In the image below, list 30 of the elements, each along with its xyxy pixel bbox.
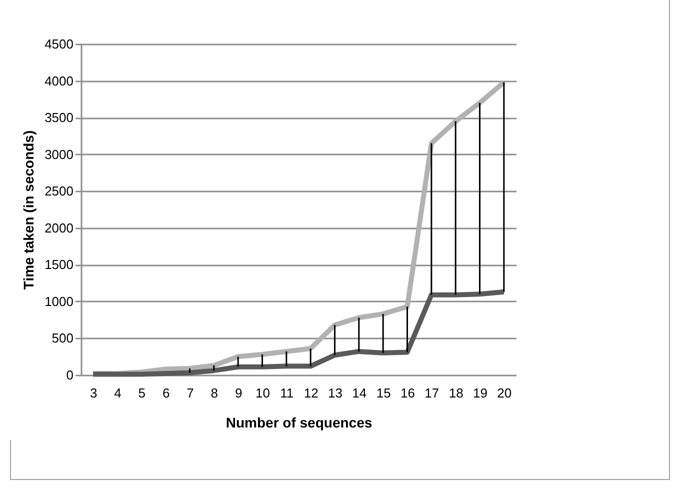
x-tick-label: 14 (352, 386, 367, 400)
x-tick-label: 11 (280, 386, 294, 400)
x-tick-label: 13 (328, 386, 342, 400)
x-tick-label: 17 (424, 386, 440, 400)
y-tick-label: 3500 (44, 110, 74, 126)
x-tick-label: 4 (114, 386, 122, 400)
y-tick-label: 2000 (44, 220, 74, 236)
x-tick-label: 18 (448, 386, 464, 400)
x-tick-label: 10 (256, 386, 270, 400)
x-tick-label: 9 (234, 386, 242, 400)
y-tick-label: 1000 (44, 294, 74, 309)
x-tick-label: 3 (90, 386, 98, 400)
y-tick-label: 0 (66, 368, 74, 382)
x-tick-label: 8 (210, 386, 218, 400)
y-tick-label: 3000 (44, 146, 74, 162)
y-tick-label: 4000 (44, 73, 74, 88)
x-tick-label: 6 (162, 386, 170, 400)
y-tick-label: 4500 (44, 36, 74, 52)
x-axis-title: Number of sequences (226, 414, 372, 430)
x-tick-label: 19 (473, 386, 488, 400)
x-tick-label: 7 (186, 386, 194, 400)
y-tick-label: 1500 (44, 257, 74, 272)
x-tick-label: 20 (497, 386, 512, 400)
x-tick-label: 15 (376, 386, 391, 400)
x-tick-label: 12 (304, 386, 318, 400)
y-axis-title: Time taken (in seconds) (20, 130, 37, 290)
x-tick-label: 5 (138, 386, 146, 400)
y-tick-label: 2500 (44, 184, 74, 199)
y-tick-label: 500 (52, 330, 74, 346)
x-tick-label: 16 (400, 386, 415, 400)
